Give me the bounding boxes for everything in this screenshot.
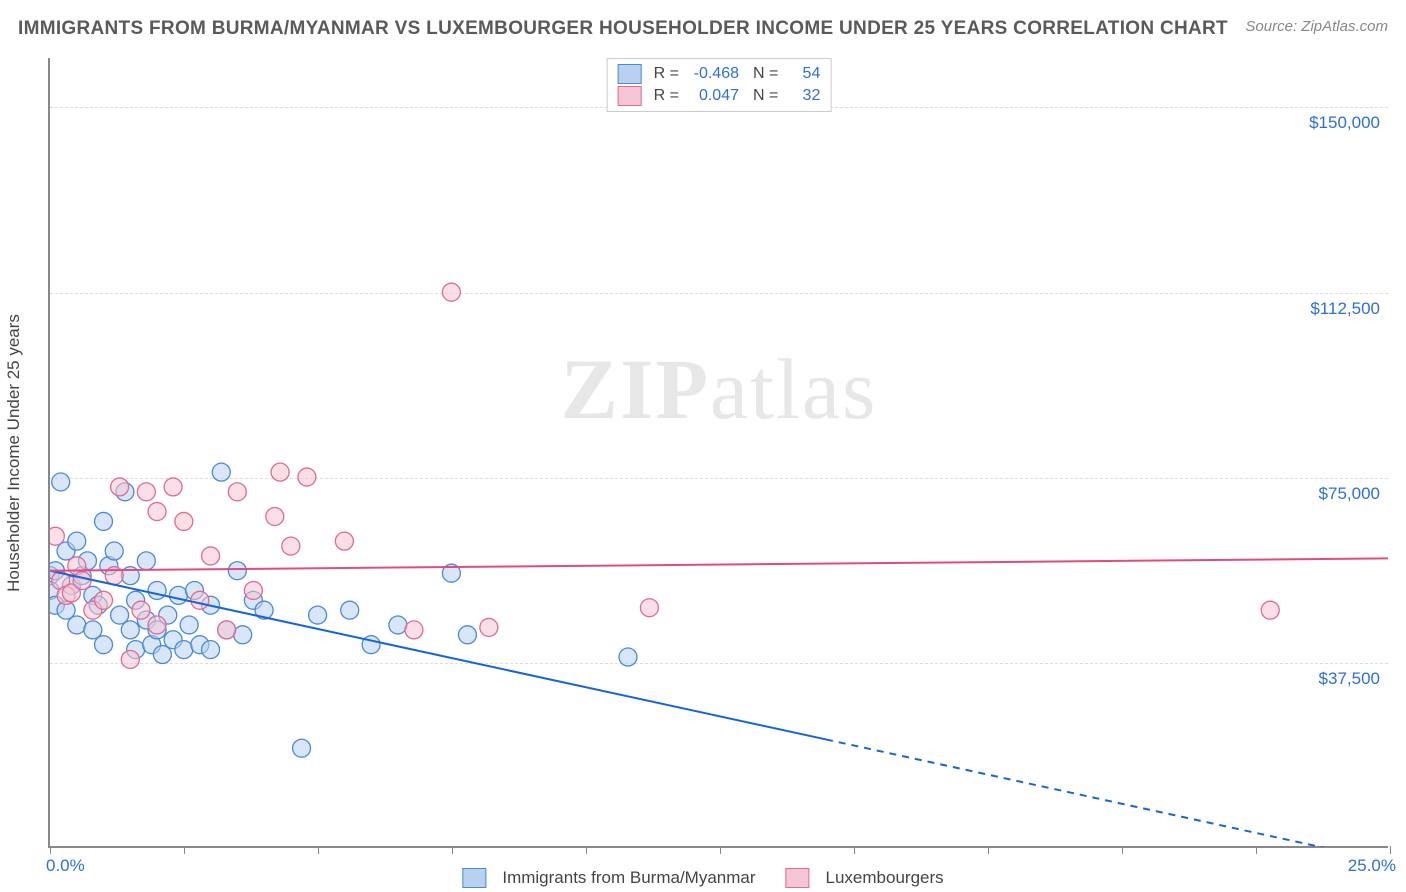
data-point <box>442 283 460 301</box>
legend-bottom: Immigrants from Burma/Myanmar Luxembourg… <box>462 868 943 888</box>
plot-area: ZIPatlas $37,500$75,000$112,500$150,000 … <box>48 58 1388 848</box>
data-point <box>175 641 193 659</box>
x-tick <box>184 846 185 854</box>
x-tick <box>1122 846 1123 854</box>
y-axis-label: Householder Income Under 25 years <box>4 314 24 592</box>
data-point <box>202 641 220 659</box>
x-axis-min-label: 0.0% <box>46 856 85 876</box>
x-tick <box>452 846 453 854</box>
data-point <box>132 601 150 619</box>
legend-item-lux: Luxembourgers <box>786 868 944 888</box>
stats-n-label: N = <box>753 65 778 83</box>
data-point <box>228 483 246 501</box>
data-point <box>68 616 86 634</box>
data-point <box>640 599 658 617</box>
data-point <box>148 581 166 599</box>
x-axis-max-label: 25.0% <box>1348 856 1396 876</box>
stats-box: R = -0.468 N = 54 R = 0.047 N = 32 <box>607 58 832 112</box>
legend-label-burma: Immigrants from Burma/Myanmar <box>502 868 755 888</box>
data-point <box>50 527 64 545</box>
x-tick <box>586 846 587 854</box>
x-tick <box>318 846 319 854</box>
data-point <box>95 512 113 530</box>
chart-header: IMMIGRANTS FROM BURMA/MYANMAR VS LUXEMBO… <box>18 18 1388 40</box>
data-point <box>95 636 113 654</box>
data-point <box>266 508 284 526</box>
data-point <box>341 601 359 619</box>
data-point <box>389 616 407 634</box>
data-point <box>218 621 236 639</box>
stats-n-burma: 54 <box>792 65 820 83</box>
data-point <box>282 537 300 555</box>
data-point <box>309 606 327 624</box>
data-point <box>228 562 246 580</box>
x-tick <box>50 846 51 854</box>
source-link[interactable]: ZipAtlas.com <box>1301 18 1388 35</box>
x-tick <box>988 846 989 854</box>
data-point <box>234 626 252 644</box>
data-point <box>212 463 230 481</box>
data-point <box>180 616 198 634</box>
stats-row-lux: R = 0.047 N = 32 <box>608 85 831 107</box>
data-point <box>111 478 129 496</box>
legend-item-burma: Immigrants from Burma/Myanmar <box>462 868 755 888</box>
chart-title: IMMIGRANTS FROM BURMA/MYANMAR VS LUXEMBO… <box>18 18 1228 40</box>
stats-r-label-2: R = <box>654 87 679 105</box>
scatter-svg <box>50 58 1388 847</box>
data-point <box>68 532 86 550</box>
x-tick <box>1256 846 1257 854</box>
data-point <box>335 532 353 550</box>
stats-r-lux: 0.047 <box>683 87 739 105</box>
data-point <box>164 478 182 496</box>
source-label: Source: <box>1245 18 1297 35</box>
data-point <box>169 586 187 604</box>
x-tick <box>720 846 721 854</box>
plot-wrapper: Householder Income Under 25 years ZIPatl… <box>48 58 1388 848</box>
data-point <box>1261 601 1279 619</box>
data-point <box>105 542 123 560</box>
data-point <box>137 552 155 570</box>
data-point <box>95 591 113 609</box>
stats-row-burma: R = -0.468 N = 54 <box>608 63 831 85</box>
data-point <box>458 626 476 644</box>
stats-r-label: R = <box>654 65 679 83</box>
data-point <box>175 512 193 530</box>
regression-line-extrapolated <box>826 739 1388 846</box>
data-point <box>298 468 316 486</box>
data-point <box>148 503 166 521</box>
stats-n-lux: 32 <box>792 87 820 105</box>
legend-label-lux: Luxembourgers <box>826 868 944 888</box>
legend-swatch-lux <box>786 868 810 888</box>
x-tick <box>854 846 855 854</box>
chart-source: Source: ZipAtlas.com <box>1245 18 1388 35</box>
regression-line <box>50 558 1388 570</box>
data-point <box>121 621 139 639</box>
data-point <box>271 463 289 481</box>
data-point <box>73 572 91 590</box>
data-point <box>293 739 311 757</box>
data-point <box>480 618 498 636</box>
data-point <box>191 591 209 609</box>
stats-n-label-2: N = <box>753 87 778 105</box>
data-point <box>52 473 70 491</box>
data-point <box>137 483 155 501</box>
stats-r-burma: -0.468 <box>683 65 739 83</box>
data-point <box>244 581 262 599</box>
data-point <box>405 621 423 639</box>
legend-swatch-burma <box>462 868 486 888</box>
swatch-lux <box>618 86 642 106</box>
data-point <box>619 648 637 666</box>
swatch-burma <box>618 64 642 84</box>
x-tick <box>1390 846 1391 854</box>
data-point <box>202 547 220 565</box>
data-point <box>121 650 139 668</box>
data-point <box>148 616 166 634</box>
